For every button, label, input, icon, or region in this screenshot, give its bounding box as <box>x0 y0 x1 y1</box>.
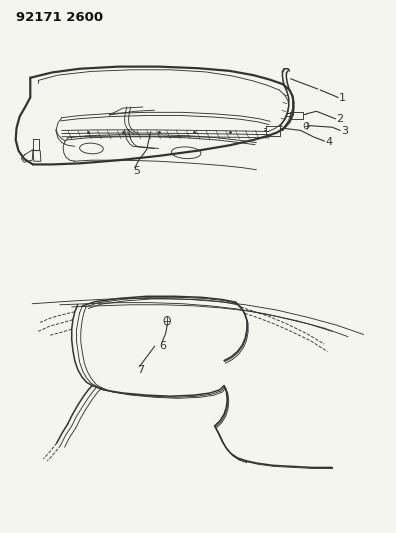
Text: 2: 2 <box>337 114 344 124</box>
Text: 3: 3 <box>341 126 348 136</box>
Text: 4: 4 <box>326 137 333 147</box>
Text: 5: 5 <box>133 166 140 176</box>
Text: 92171 2600: 92171 2600 <box>17 11 104 25</box>
Text: 6: 6 <box>159 341 166 351</box>
Text: 7: 7 <box>137 365 144 375</box>
Text: 1: 1 <box>339 93 346 103</box>
